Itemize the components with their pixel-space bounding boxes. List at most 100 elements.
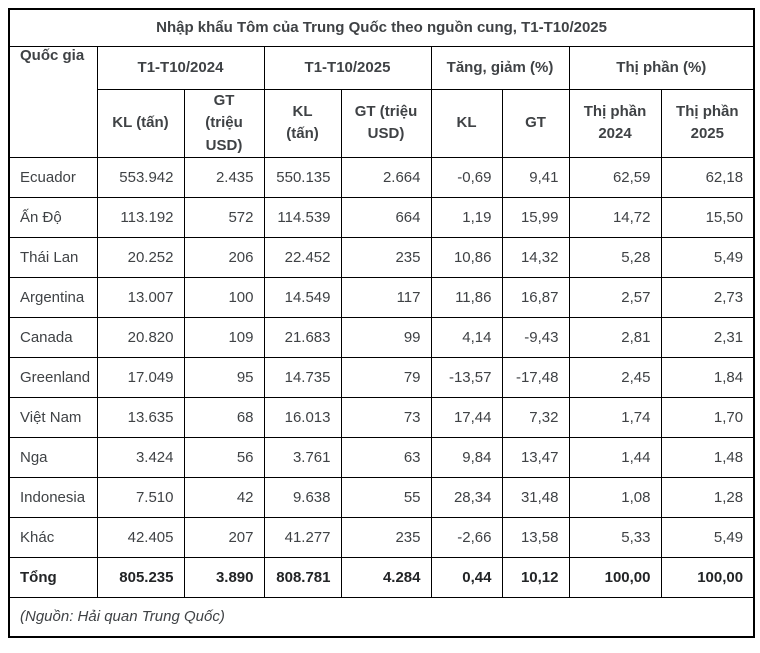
value-cell: 13,58 (501, 517, 570, 558)
header-period-2025: T1-T10/2025 (263, 45, 432, 90)
value-cell: 31,48 (501, 477, 570, 518)
value-cell: 3.424 (96, 437, 185, 478)
value-cell: 7.510 (96, 477, 185, 518)
row-canada: Canada 20.820 109 21.683 99 4,14 -9,43 2… (8, 317, 755, 358)
value-cell: 2,81 (568, 317, 662, 358)
country-cell: Nga (8, 437, 98, 478)
value-cell: 95 (183, 357, 265, 398)
value-cell: 21.683 (263, 317, 342, 358)
value-cell: 235 (340, 517, 432, 558)
value-cell: 62,18 (660, 157, 755, 198)
row-greenland: Greenland 17.049 95 14.735 79 -13,57 -17… (8, 357, 755, 398)
subheader-gt-change: GT (501, 88, 570, 158)
value-cell: 22.452 (263, 237, 342, 278)
row-khac: Khác 42.405 207 41.277 235 -2,66 13,58 5… (8, 517, 755, 558)
value-cell: 63 (340, 437, 432, 478)
subheader-share-2025: Thị phần 2025 (660, 88, 755, 158)
total-value-cell: 0,44 (430, 557, 503, 598)
header-change-pct: Tăng, giảm (%) (430, 45, 570, 90)
country-cell: Ecuador (8, 157, 98, 198)
header-group-row: Quốc gia T1-T10/2024 T1-T10/2025 Tăng, g… (8, 45, 755, 158)
country-cell: Ấn Độ (8, 197, 98, 238)
row-indonesia: Indonesia 7.510 42 9.638 55 28,34 31,48 … (8, 477, 755, 518)
row-nga: Nga 3.424 56 3.761 63 9,84 13,47 1,44 1,… (8, 437, 755, 478)
table-container: Nhập khẩu Tôm của Trung Quốc theo nguồn … (8, 8, 756, 638)
value-cell: 68 (183, 397, 265, 438)
value-cell: 1,44 (568, 437, 662, 478)
value-cell: 55 (340, 477, 432, 518)
value-cell: 5,33 (568, 517, 662, 558)
value-cell: 42 (183, 477, 265, 518)
value-cell: 1,48 (660, 437, 755, 478)
value-cell: 2,31 (660, 317, 755, 358)
value-cell: 207 (183, 517, 265, 558)
value-cell: 7,32 (501, 397, 570, 438)
value-cell: 1,84 (660, 357, 755, 398)
value-cell: 62,59 (568, 157, 662, 198)
value-cell: 9.638 (263, 477, 342, 518)
row-argentina: Argentina 13.007 100 14.549 117 11,86 16… (8, 277, 755, 318)
value-cell: 553.942 (96, 157, 185, 198)
value-cell: 2.664 (340, 157, 432, 198)
row-viet-nam: Việt Nam 13.635 68 16.013 73 17,44 7,32 … (8, 397, 755, 438)
total-value-cell: 100,00 (660, 557, 755, 598)
source-note: (Nguồn: Hải quan Trung Quốc) (8, 597, 755, 637)
value-cell: -2,66 (430, 517, 503, 558)
value-cell: 20.820 (96, 317, 185, 358)
value-cell: 28,34 (430, 477, 503, 518)
value-cell: 4,14 (430, 317, 503, 358)
value-cell: -17,48 (501, 357, 570, 398)
value-cell: 235 (340, 237, 432, 278)
value-cell: 13.635 (96, 397, 185, 438)
country-cell: Việt Nam (8, 397, 98, 438)
value-cell: 13,47 (501, 437, 570, 478)
value-cell: 10,86 (430, 237, 503, 278)
value-cell: 15,99 (501, 197, 570, 238)
value-cell: -13,57 (430, 357, 503, 398)
subheader-kl-2024: KL (tấn) (96, 88, 185, 158)
value-cell: 572 (183, 197, 265, 238)
value-cell: 2,57 (568, 277, 662, 318)
header-sub-row: KL (tấn) GT (triệu USD) KL (tấn) GT (tri… (9, 88, 755, 158)
value-cell: 17.049 (96, 357, 185, 398)
value-cell: 14.735 (263, 357, 342, 398)
value-cell: 16,87 (501, 277, 570, 318)
value-cell: 9,41 (501, 157, 570, 198)
value-cell: 13.007 (96, 277, 185, 318)
country-cell: Indonesia (8, 477, 98, 518)
total-label-cell: Tổng (8, 557, 98, 598)
value-cell: 14.549 (263, 277, 342, 318)
country-cell: Argentina (8, 277, 98, 318)
value-cell: 2.435 (183, 157, 265, 198)
country-cell: Thái Lan (8, 237, 98, 278)
value-cell: 79 (340, 357, 432, 398)
value-cell: 3.761 (263, 437, 342, 478)
header-country: Quốc gia (8, 45, 98, 158)
row-an-do: Ấn Độ 113.192 572 114.539 664 1,19 15,99… (8, 197, 755, 238)
value-cell: 5,49 (660, 237, 755, 278)
value-cell: 14,32 (501, 237, 570, 278)
value-cell: 17,44 (430, 397, 503, 438)
value-cell: -0,69 (430, 157, 503, 198)
row-ecuador: Ecuador 553.942 2.435 550.135 2.664 -0,6… (8, 157, 755, 198)
value-cell: 113.192 (96, 197, 185, 238)
source-row: (Nguồn: Hải quan Trung Quốc) (8, 597, 755, 637)
country-cell: Canada (8, 317, 98, 358)
value-cell: 5,28 (568, 237, 662, 278)
value-cell: 11,86 (430, 277, 503, 318)
country-cell: Greenland (8, 357, 98, 398)
value-cell: 1,08 (568, 477, 662, 518)
value-cell: 2,73 (660, 277, 755, 318)
value-cell: 73 (340, 397, 432, 438)
value-cell: 117 (340, 277, 432, 318)
value-cell: 20.252 (96, 237, 185, 278)
row-thai-lan: Thái Lan 20.252 206 22.452 235 10,86 14,… (8, 237, 755, 278)
value-cell: 99 (340, 317, 432, 358)
value-cell: 1,70 (660, 397, 755, 438)
value-cell: -9,43 (501, 317, 570, 358)
table-title: Nhập khẩu Tôm của Trung Quốc theo nguồn … (8, 8, 755, 47)
value-cell: 15,50 (660, 197, 755, 238)
subheader-kl-2025: KL (tấn) (263, 88, 342, 158)
header-share-pct: Thị phần (%) (568, 45, 755, 90)
total-value-cell: 10,12 (501, 557, 570, 598)
